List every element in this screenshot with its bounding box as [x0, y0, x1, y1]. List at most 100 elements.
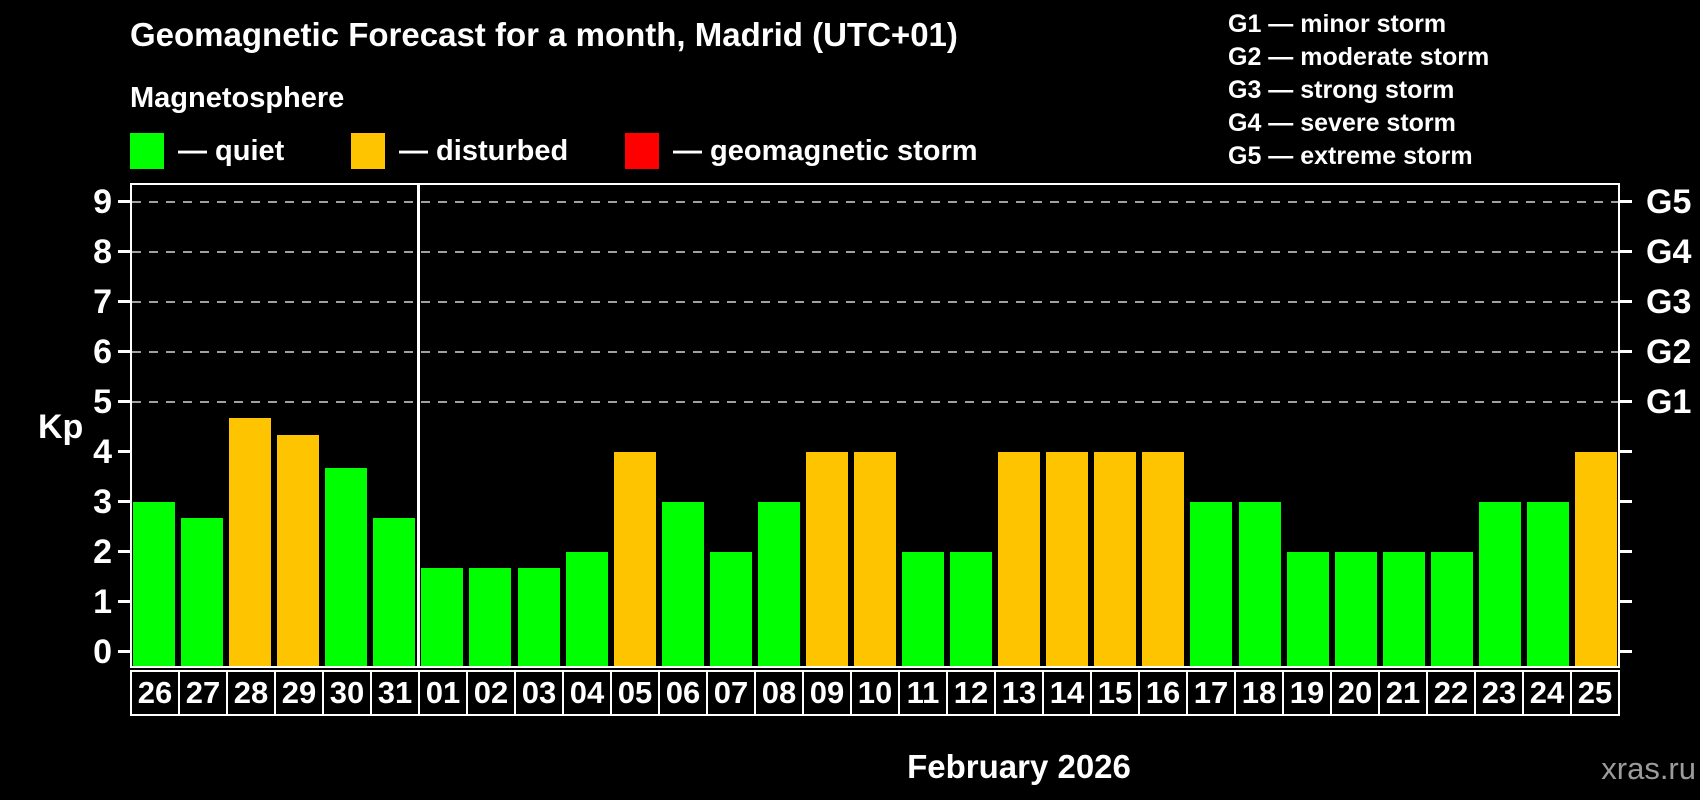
bar-day-29 [277, 435, 320, 668]
y-tick-1 [118, 600, 130, 603]
bar-day-01 [421, 568, 464, 668]
right-axis-label-g3: G3 [1646, 282, 1692, 321]
right-axis-label-g5: G5 [1646, 182, 1692, 221]
day-cell-19: 19 [1282, 670, 1332, 716]
y-tick-label-1: 1 [93, 582, 112, 621]
y-tick-label-9: 9 [93, 182, 112, 221]
bar-day-31 [373, 518, 416, 668]
right-tick-0 [1620, 650, 1632, 653]
g-scale-item-g5: G5 — extreme storm [1228, 142, 1473, 170]
y-tick-8 [118, 250, 130, 253]
day-cell-01: 01 [418, 670, 468, 716]
legend-item-storm: — geomagnetic storm [625, 132, 978, 170]
y-tick-label-5: 5 [93, 382, 112, 421]
bar-day-09 [805, 451, 848, 668]
y-tick-2 [118, 550, 130, 553]
bar-day-26 [133, 501, 176, 668]
y-axis-title: Kp [38, 408, 84, 446]
right-tick-6 [1620, 350, 1632, 353]
right-tick-9 [1620, 200, 1632, 203]
legend-swatch-storm-icon [625, 133, 659, 169]
day-cell-10: 10 [850, 670, 900, 716]
bar-day-13 [998, 451, 1041, 668]
bar-day-18 [1238, 501, 1281, 668]
bar-day-24 [1526, 501, 1569, 668]
bar-day-16 [1142, 451, 1185, 668]
g-scale-item-g2: G2 — moderate storm [1228, 43, 1490, 71]
gridline-kp7 [132, 300, 1618, 303]
bar-day-12 [950, 551, 993, 668]
bar-day-23 [1478, 501, 1521, 668]
x-axis-title: February 2026 [907, 748, 1131, 785]
day-cell-22: 22 [1426, 670, 1476, 716]
day-cell-07: 07 [706, 670, 756, 716]
legend-label-quiet: — quiet [178, 134, 285, 167]
bar-day-21 [1382, 551, 1425, 668]
gridline-kp9 [132, 200, 1618, 203]
y-tick-4 [118, 450, 130, 453]
day-cell-20: 20 [1330, 670, 1380, 716]
day-cell-09: 09 [802, 670, 852, 716]
day-cell-16: 16 [1138, 670, 1188, 716]
y-tick-label-8: 8 [93, 232, 112, 271]
x-axis-day-labels: 26 27 28 29 30 31 01 02 03 04 05 06 07 08 09 10 11 12 13 14… [130, 670, 1620, 716]
month-separator-line [416, 183, 420, 668]
bar-day-07 [709, 551, 752, 668]
right-tick-3 [1620, 500, 1632, 503]
bar-day-04 [565, 551, 608, 668]
g-scale-legend: G1 — minor storm G2 — moderate storm G3 — … [1228, 8, 1489, 173]
day-cell-06: 06 [658, 670, 708, 716]
day-cell-21: 21 [1378, 670, 1428, 716]
day-cell-03: 03 [514, 670, 564, 716]
bar-day-30 [325, 468, 368, 668]
day-cell-02: 02 [466, 670, 516, 716]
right-tick-1 [1620, 600, 1632, 603]
legend-swatch-quiet-icon [130, 133, 164, 169]
right-axis-label-g2: G2 [1646, 332, 1692, 371]
y-tick-7 [118, 300, 130, 303]
y-tick-label-4: 4 [93, 432, 112, 471]
bar-day-27 [181, 518, 224, 668]
legend-item-disturbed: — disturbed [351, 132, 568, 170]
day-cell-29: 29 [274, 670, 324, 716]
day-cell-27: 27 [178, 670, 228, 716]
day-cell-28: 28 [226, 670, 276, 716]
day-cell-15: 15 [1090, 670, 1140, 716]
y-tick-label-2: 2 [93, 532, 112, 571]
bar-day-08 [757, 501, 800, 668]
bar-day-17 [1190, 501, 1233, 668]
day-cell-30: 30 [322, 670, 372, 716]
bar-day-15 [1094, 451, 1137, 668]
day-cell-05: 05 [610, 670, 660, 716]
right-axis-label-g4: G4 [1646, 232, 1692, 271]
right-tick-4 [1620, 450, 1632, 453]
bar-day-25 [1574, 451, 1617, 668]
right-tick-5 [1620, 400, 1632, 403]
watermark-xras: xras.ru [1601, 751, 1696, 786]
y-tick-5 [118, 400, 130, 403]
bar-day-06 [661, 501, 704, 668]
day-cell-17: 17 [1186, 670, 1236, 716]
y-tick-0 [118, 650, 130, 653]
day-cell-13: 13 [994, 670, 1044, 716]
right-tick-8 [1620, 250, 1632, 253]
y-tick-3 [118, 500, 130, 503]
bar-day-19 [1286, 551, 1329, 668]
day-cell-12: 12 [946, 670, 996, 716]
y-tick-9 [118, 200, 130, 203]
day-cell-23: 23 [1474, 670, 1524, 716]
bar-day-10 [854, 451, 896, 668]
day-cell-25: 25 [1570, 670, 1620, 716]
bar-day-28 [229, 418, 272, 668]
day-cell-04: 04 [562, 670, 612, 716]
g-scale-item-g1: G1 — minor storm [1228, 10, 1447, 38]
gridline-kp6 [132, 350, 1618, 353]
day-cell-26: 26 [130, 670, 180, 716]
y-tick-label-6: 6 [93, 332, 112, 371]
legend-label-storm: — geomagnetic storm [673, 134, 978, 167]
bar-day-03 [517, 568, 560, 668]
subtitle-magnetosphere: Magnetosphere [130, 82, 345, 114]
bar-day-11 [902, 551, 945, 668]
y-tick-label-0: 0 [93, 632, 112, 671]
